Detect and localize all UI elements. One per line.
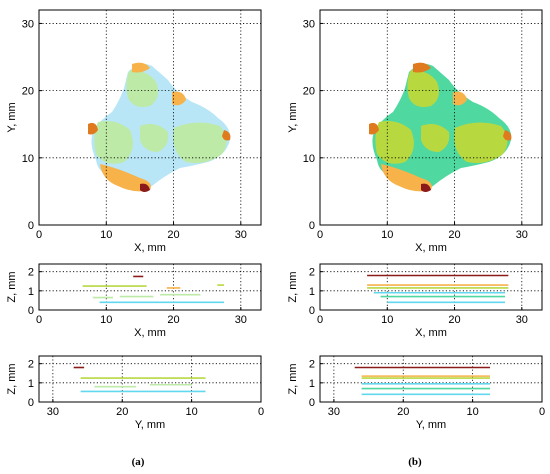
xtick-label-a-xz-1: 10 [100,314,112,326]
axes-frame-b-yz [319,355,543,403]
xtick-label-b-yz-0: 30 [328,406,340,418]
ylabel-a-xz: Z, mm [6,271,18,302]
xtick-label-b-xy-2: 20 [448,229,460,241]
axes-frame-a-xy [38,9,262,226]
ytick-label-b-xy-0: 0 [309,220,315,232]
caption-a: (a) [132,456,145,468]
blob-a-patch-6 [172,91,186,106]
blob-b-patch-7 [413,62,431,73]
blob-a-patch-1 [126,70,158,107]
ytick-label-b-xy-1: 10 [303,153,315,165]
blob-a-patch-7 [132,62,150,73]
xtick-label-b-xz-0: 0 [317,314,323,326]
axes-frame-b-xz [319,263,543,311]
xtick-label-a-xy-1: 10 [100,229,112,241]
blob-b [369,62,512,192]
ytick-label-b-xz-1: 1 [309,286,315,298]
xtick-label-a-yz-2: 10 [186,406,198,418]
xtick-label-b-yz-2: 10 [467,406,479,418]
axes-b-xy: 0 10 20 30 0 10 20 30 X, mm Y, mm [287,9,543,254]
ytick-label-b-yz-0: 0 [309,397,315,409]
xtick-label-a-xy-0: 0 [36,229,42,241]
xlabel-b-xy: X, mm [415,242,447,254]
xlabel-b-yz: Y, mm [416,419,446,431]
blob-b-patch-6 [453,91,467,106]
blob-a [88,62,231,192]
blob-b-patch-1 [407,70,439,107]
blob-a-patch-10 [140,183,150,192]
ytick-label-a-xz-1: 1 [28,286,34,298]
blob-b-patch-5 [381,164,432,192]
blob-b-patch-9 [503,130,512,141]
ytick-label-b-xy-3: 30 [303,18,315,30]
xtick-label-b-xy-1: 10 [381,229,393,241]
xtick-label-b-yz-1: 20 [397,406,409,418]
axes-a-xz: 0 10 20 30 0 1 2 X, mm Z, mm [6,263,262,339]
ytick-label-a-yz-0: 0 [28,397,34,409]
axes-a-xy: 0 10 20 30 0 10 20 30 X, mm Y, mm [6,9,262,254]
ytick-label-a-xz-0: 0 [28,305,34,317]
ylabel-a-yz: Z, mm [6,363,18,394]
xtick-label-b-xz-3: 30 [516,314,528,326]
ytick-label-a-xy-2: 20 [22,86,34,98]
blob-a-patch-5 [100,164,151,192]
xtick-label-a-xz-2: 20 [167,314,179,326]
ytick-label-a-yz-2: 2 [28,359,34,371]
axes-a-yz: 30 20 10 0 0 1 2 Y, mm Z, mm [6,355,264,431]
blob-a-patch-4 [140,124,169,152]
ytick-label-a-xy-1: 10 [22,153,34,165]
xtick-label-b-xz-2: 20 [448,314,460,326]
ytick-label-a-xz-2: 2 [28,267,34,279]
axes-frame-b-xy [319,9,543,226]
axes-b-xz: 0 10 20 30 0 1 2 X, mm Z, mm [287,263,543,339]
blob-b-patch-8 [369,122,379,135]
ylabel-b-xz: Z, mm [287,271,299,302]
xtick-label-a-xy-3: 30 [235,229,247,241]
xtick-label-b-yz-3: 0 [539,406,545,418]
caption-b: (b) [408,456,422,468]
blob-b-patch-4 [421,124,450,152]
xtick-label-b-xz-1: 10 [381,314,393,326]
blob-a-patch-9 [222,130,231,141]
ytick-label-b-yz-2: 2 [309,359,315,371]
blob-b-patch-2 [375,121,414,164]
axes-frame-a-xz [38,263,262,311]
ylabel-a-xy: Y, mm [6,102,18,132]
ylabel-b-yz: Z, mm [287,363,299,394]
ytick-label-a-xy-0: 0 [28,220,34,232]
xtick-label-b-xy-3: 30 [516,229,528,241]
xlabel-b-xz: X, mm [415,327,447,339]
ytick-label-b-xy-2: 20 [303,86,315,98]
ytick-label-b-xz-0: 0 [309,305,315,317]
ytick-label-b-yz-1: 1 [309,378,315,390]
ylabel-b-xy: Y, mm [287,102,299,132]
xlabel-a-xz: X, mm [134,327,166,339]
xtick-label-a-yz-1: 20 [116,406,128,418]
ytick-label-a-yz-1: 1 [28,378,34,390]
blob-b-patch-3 [454,122,508,163]
xlabel-a-xy: X, mm [134,242,166,254]
blob-a-patch-2 [94,121,133,164]
blob-b-patch-10 [421,183,431,192]
ytick-label-a-xy-3: 30 [22,18,34,30]
xtick-label-a-xz-0: 0 [36,314,42,326]
xtick-label-a-yz-3: 0 [258,406,264,418]
blob-a-patch-8 [88,122,98,135]
blob-a-patch-3 [173,122,227,163]
xtick-label-b-xy-0: 0 [317,229,323,241]
xtick-label-a-xz-3: 30 [235,314,247,326]
axes-frame-a-yz [38,355,262,403]
xtick-label-a-yz-0: 30 [47,406,59,418]
xlabel-a-yz: Y, mm [135,419,165,431]
ytick-label-b-xz-2: 2 [309,267,315,279]
axes-b-yz: 30 20 10 0 0 1 2 Y, mm Z, mm [287,355,545,431]
xtick-label-a-xy-2: 20 [167,229,179,241]
